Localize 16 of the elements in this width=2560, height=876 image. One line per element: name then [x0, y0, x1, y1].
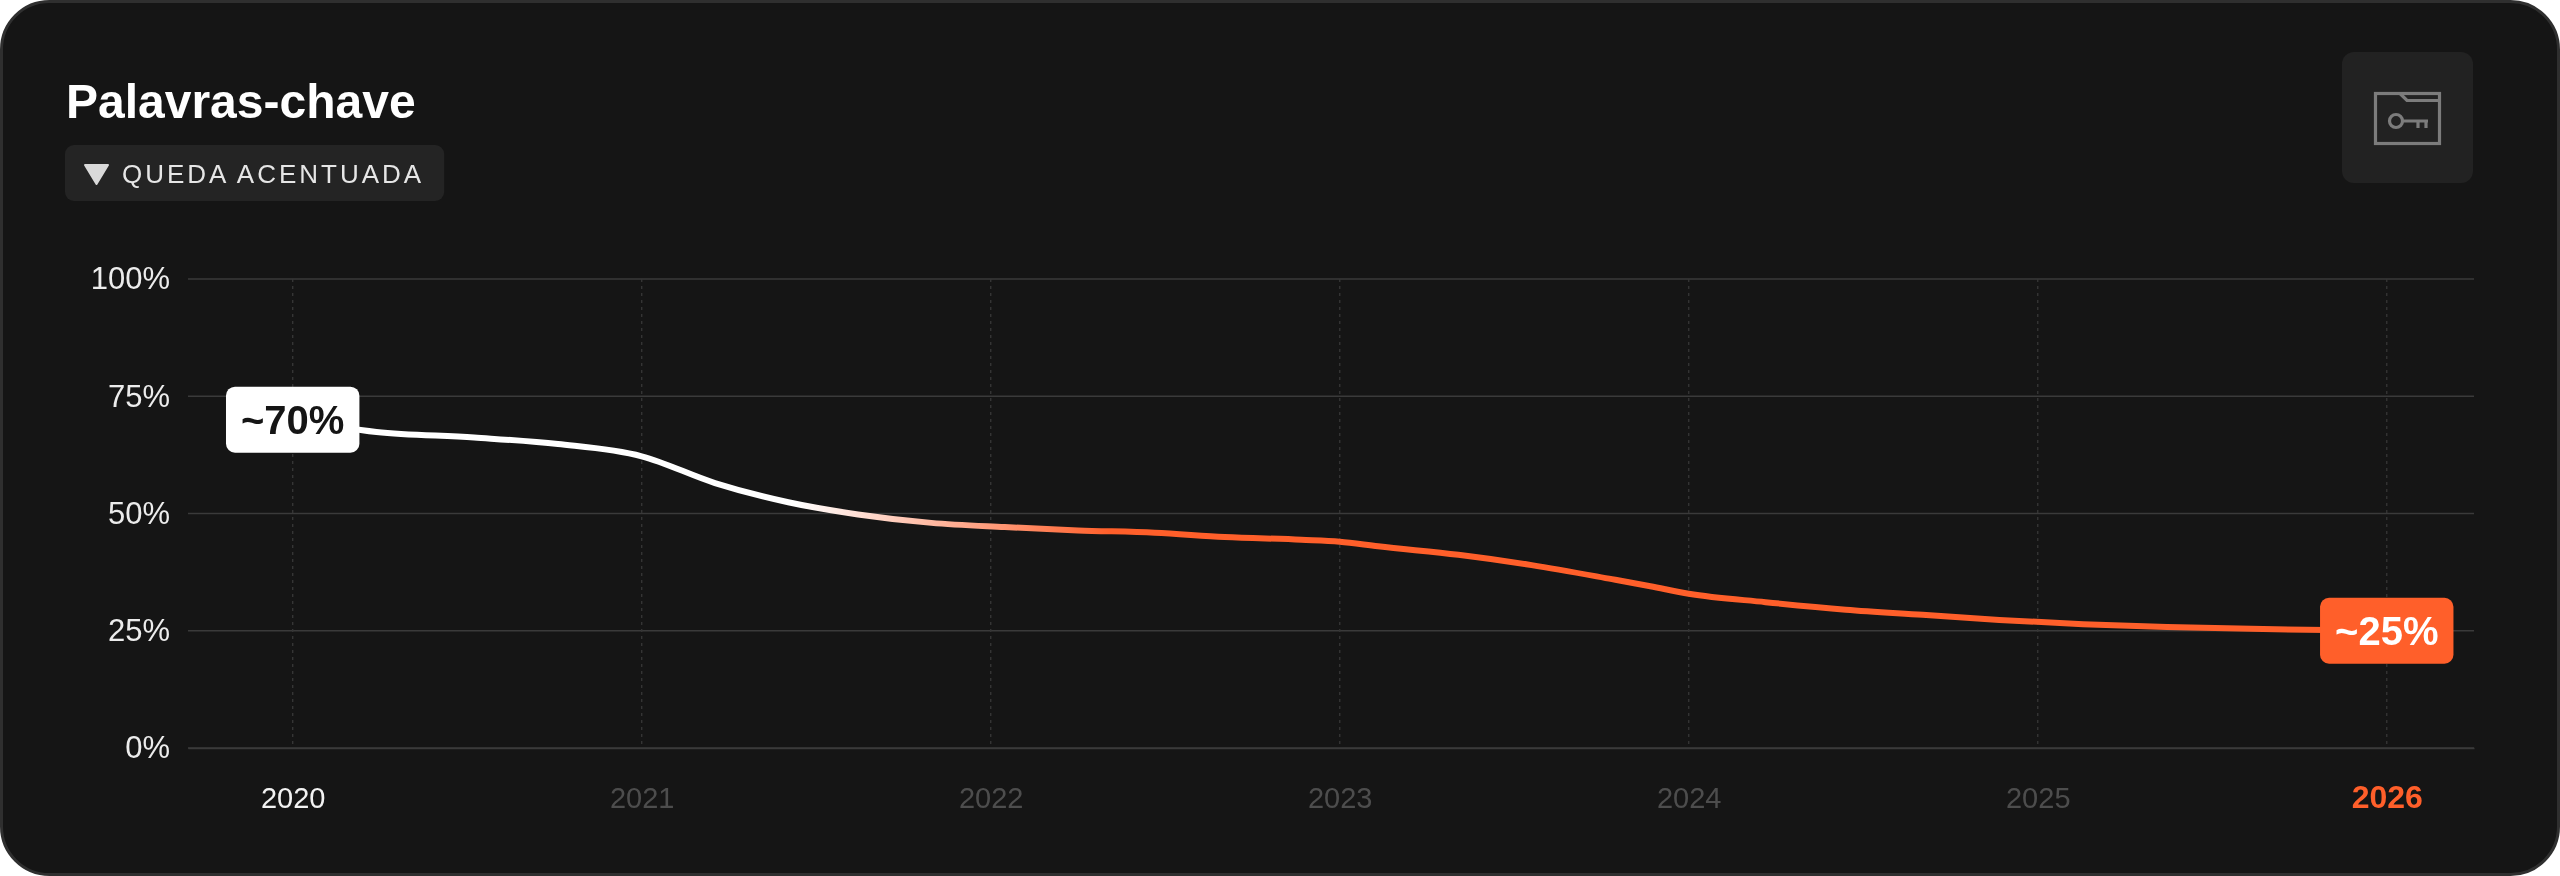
- x-tick-label: 2023: [1307, 782, 1373, 814]
- y-tick-label: 100%: [90, 261, 170, 297]
- y-tick-label: 0%: [125, 730, 170, 766]
- x-tick-label: 2025: [2005, 782, 2071, 814]
- x-tick-label: 2021: [609, 782, 675, 814]
- x-tick-label: 2022: [958, 782, 1024, 814]
- chart-title: Palavras-chave: [66, 75, 416, 128]
- x-tick-label: 2020: [260, 782, 326, 814]
- y-tick-label: 75%: [107, 378, 170, 414]
- x-tick-label: 2026: [2351, 779, 2423, 815]
- data-label: ~25%: [2335, 609, 2439, 654]
- chart-subtitle: QUEDA ACENTUADA: [122, 159, 425, 189]
- y-tick-label: 25%: [107, 613, 170, 649]
- y-tick-label: 50%: [107, 495, 170, 531]
- x-tick-label: 2024: [1656, 782, 1722, 814]
- data-label: ~70%: [240, 398, 345, 443]
